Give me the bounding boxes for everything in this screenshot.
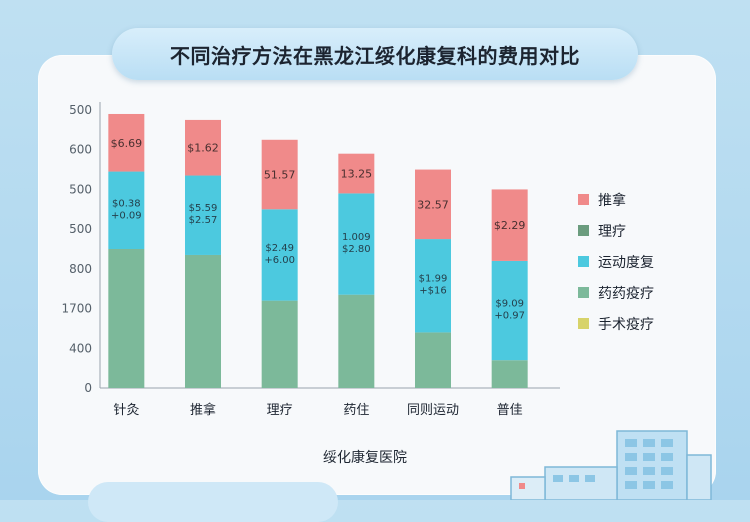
- data-label: 51.57: [264, 169, 296, 182]
- bar-segment: [261, 300, 298, 388]
- data-label: +0.97: [494, 311, 525, 322]
- data-label: $1.62: [187, 142, 219, 155]
- bar-segment: [491, 260, 528, 361]
- bar-segment: [491, 189, 528, 261]
- legend-label: 理疗: [598, 223, 626, 240]
- data-label: $0.38: [112, 198, 141, 209]
- bar-segment: [108, 249, 145, 388]
- data-label: $1.99: [419, 274, 448, 285]
- y-tick-label: 600: [69, 143, 92, 157]
- data-label: $5.59: [189, 203, 218, 214]
- legend-swatch-surgery: [578, 318, 589, 329]
- x-tick-label: 推拿: [190, 402, 216, 418]
- data-label: +6.00: [264, 255, 295, 266]
- bar-segment: [185, 254, 221, 388]
- legend-swatch-massage: [578, 194, 589, 205]
- bar-segment: [415, 332, 451, 388]
- legend-swatch-medicine: [578, 287, 589, 298]
- hospital-building-icon: [510, 430, 712, 500]
- legend-label: 手术疫疗: [598, 316, 654, 333]
- legend-item: 理疗: [578, 215, 654, 246]
- y-tick-label: 500: [69, 182, 92, 196]
- x-tick-label: 普佳: [497, 403, 523, 418]
- bar-segment: [415, 169, 451, 240]
- chart-title-pill: 不同治疗方法在黑龙江绥化康复科的费用对比: [112, 28, 638, 80]
- y-tick-label: 500: [69, 103, 92, 117]
- bar-segment: [338, 294, 375, 388]
- legend-label: 药药疫疗: [598, 285, 654, 302]
- y-tick-label: 400: [69, 341, 92, 355]
- legend: 推拿 理疗 运动度复 药药疫疗 手术疫疗: [578, 184, 654, 339]
- bar-segment: [108, 171, 145, 249]
- data-label: $6.69: [111, 137, 143, 150]
- data-label: 1.009: [342, 232, 371, 243]
- y-tick-label: 1700: [61, 302, 92, 316]
- x-axis-label: 绥化康复医院: [323, 450, 407, 466]
- chart-panel: [38, 55, 716, 495]
- x-tick-label: 理疗: [267, 403, 293, 418]
- x-tick-label: 药住: [343, 403, 369, 418]
- x-tick-label: 同则运动: [407, 403, 459, 418]
- x-tick-label: 针灸: [113, 403, 139, 418]
- bar-segment: [338, 193, 375, 295]
- legend-item: 手术疫疗: [578, 308, 654, 339]
- legend-item: 推拿: [578, 184, 654, 215]
- legend-item: 药药疫疗: [578, 277, 654, 308]
- data-label: $2.29: [494, 219, 526, 232]
- bar-segment: [185, 119, 221, 176]
- data-label: $2.49: [265, 243, 294, 254]
- bar-segment: [108, 113, 145, 172]
- bar-segment: [185, 175, 221, 255]
- legend-label: 运动度复: [598, 254, 654, 271]
- data-label: 32.57: [417, 198, 449, 211]
- data-label: $2.80: [342, 244, 371, 255]
- legend-swatch-rehab: [578, 256, 589, 267]
- bar-segment: [491, 360, 528, 388]
- bar-segment: [261, 209, 298, 301]
- data-label: 13.25: [341, 168, 373, 181]
- data-label: +0.09: [111, 210, 142, 221]
- bar-segment: [415, 239, 451, 333]
- data-label: +$16: [419, 286, 446, 297]
- legend-label: 推拿: [598, 192, 626, 209]
- chart-title: 不同治疗方法在黑龙江绥化康复科的费用对比: [170, 43, 580, 68]
- y-tick-label: 800: [69, 262, 92, 276]
- legend-swatch-physio: [578, 225, 589, 236]
- bar-segment: [261, 139, 298, 210]
- bar-segment: [338, 153, 375, 194]
- y-tick-label: 500: [69, 222, 92, 236]
- data-label: $2.57: [189, 215, 218, 226]
- legend-item: 运动度复: [578, 246, 654, 277]
- stacked-bar-chart: 0 400 1700 800 500 500 600 500 针灸 $6.69 $0.38+0.0…: [61, 102, 560, 418]
- y-tick-label: 0: [84, 381, 92, 395]
- data-label: $9.09: [495, 299, 524, 310]
